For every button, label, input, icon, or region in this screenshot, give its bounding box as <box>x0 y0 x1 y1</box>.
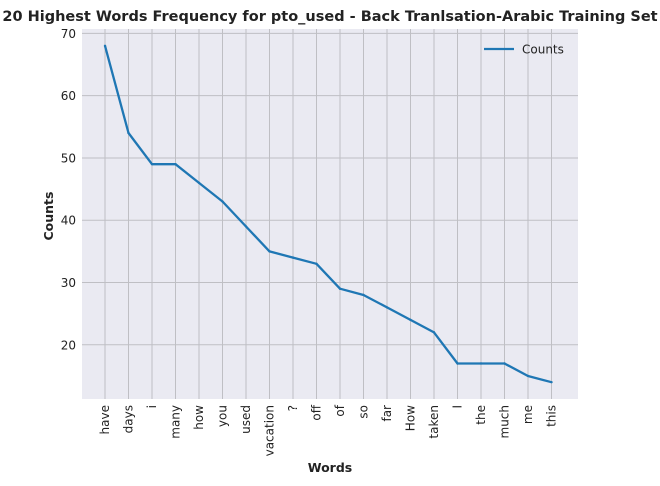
data-point <box>268 250 271 253</box>
x-tick-label: me <box>521 405 535 424</box>
data-point <box>479 362 483 365</box>
x-tick-label: off <box>310 404 324 420</box>
x-tick-label: many <box>169 405 183 439</box>
x-tick-label: much <box>498 405 512 439</box>
data-point <box>362 293 365 297</box>
x-tick-label: you <box>216 405 230 427</box>
data-point <box>127 131 130 135</box>
data-point <box>150 162 154 166</box>
data-point <box>244 225 248 228</box>
y-tick-label: 70 <box>61 27 76 41</box>
y-tick-label: 20 <box>61 338 76 352</box>
data-point <box>221 200 224 203</box>
legend-label-counts: Counts <box>522 43 564 57</box>
data-point <box>526 374 530 378</box>
data-point <box>315 262 318 266</box>
data-point <box>338 287 342 290</box>
x-tick-label: so <box>357 405 371 419</box>
x-tick-label: How <box>404 405 418 431</box>
x-tick-label: used <box>239 405 253 434</box>
plot-area <box>82 29 578 399</box>
data-point <box>409 318 412 322</box>
data-point <box>456 362 459 365</box>
x-tick-label: this <box>545 405 559 427</box>
data-point <box>197 181 201 185</box>
data-point <box>291 256 295 259</box>
series-line-counts <box>103 45 552 384</box>
x-tick-label: ? <box>286 405 300 411</box>
data-points <box>103 44 553 384</box>
data-point <box>503 362 506 365</box>
y-tick-label: 50 <box>61 151 76 165</box>
grid-lines <box>82 29 578 399</box>
y-tick-label: 60 <box>61 89 76 103</box>
data-point <box>103 44 107 48</box>
x-tick-label: how <box>192 405 206 430</box>
data-point <box>385 306 389 309</box>
data-point <box>550 380 553 384</box>
x-tick-label: taken <box>427 405 441 439</box>
x-tick-label: vacation <box>263 405 277 456</box>
y-tick-label: 40 <box>61 214 76 228</box>
legend: Counts <box>484 43 564 57</box>
y-axis-label: Counts <box>41 192 56 241</box>
x-tick-label: of <box>333 404 347 416</box>
x-tick-label: the <box>474 405 488 425</box>
x-tick-label: far <box>380 405 394 422</box>
y-axis-ticks: 20 30 40 50 60 70 <box>61 27 76 352</box>
data-point <box>432 331 436 334</box>
x-tick-label: days <box>122 405 136 433</box>
x-axis-ticks: have days i many how you used vacation? off of so f… <box>98 404 559 456</box>
x-tick-label: I <box>451 405 465 409</box>
x-tick-label: i <box>145 405 159 408</box>
data-point <box>174 162 177 166</box>
chart-title: 20 Highest Words Frequency for pto_used … <box>2 9 657 25</box>
x-axis-label: Words <box>308 460 352 475</box>
x-tick-label: have <box>98 405 112 434</box>
y-tick-label: 30 <box>61 276 76 290</box>
